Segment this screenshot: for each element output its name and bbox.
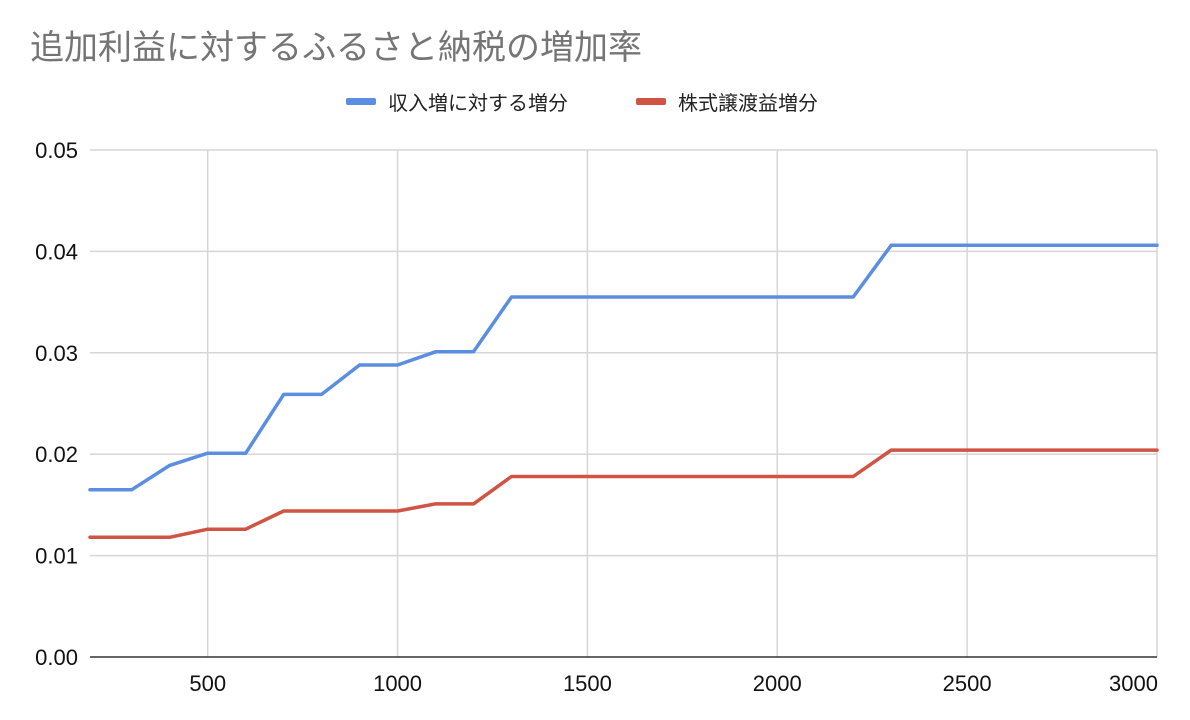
series-line-2 — [88, 448, 1159, 540]
x-tick-label: 500 — [189, 671, 226, 696]
y-tick-label: 0.02 — [35, 442, 78, 467]
legend: 収入増に対する増分 株式譲渡益増分 — [0, 86, 1190, 116]
x-tick-label: 3000 — [1109, 671, 1158, 696]
legend-label-stock: 株式譲渡益増分 — [678, 90, 818, 115]
x-tick-label: 2000 — [753, 671, 802, 696]
legend-swatch-stock — [636, 97, 666, 105]
y-tick-label: 0.01 — [35, 544, 78, 569]
y-tick-label: 0.03 — [35, 341, 78, 366]
series-line-1 — [88, 243, 1159, 492]
series-lines — [88, 243, 1159, 540]
legend-label-income: 収入増に対する増分 — [388, 90, 568, 115]
legend-swatch-income — [346, 97, 376, 105]
y-tick-label: 0.00 — [35, 645, 78, 670]
legend-item-income: 収入増に対する増分 — [346, 86, 568, 116]
x-tick-label: 2500 — [943, 671, 992, 696]
legend-item-stock: 株式譲渡益増分 — [636, 86, 818, 116]
grid — [90, 149, 1158, 657]
chart-title: 追加利益に対するふるさと納税の増加率 — [30, 28, 642, 68]
axes: 0.00 0.01 0.02 0.03 0.04 0.05 500 1000 1500 2000 2… — [35, 138, 1158, 696]
y-tick-label: 0.04 — [35, 239, 78, 264]
x-tick-label: 1000 — [373, 671, 422, 696]
y-tick-label: 0.05 — [35, 138, 78, 163]
x-tick-label: 1500 — [563, 671, 612, 696]
